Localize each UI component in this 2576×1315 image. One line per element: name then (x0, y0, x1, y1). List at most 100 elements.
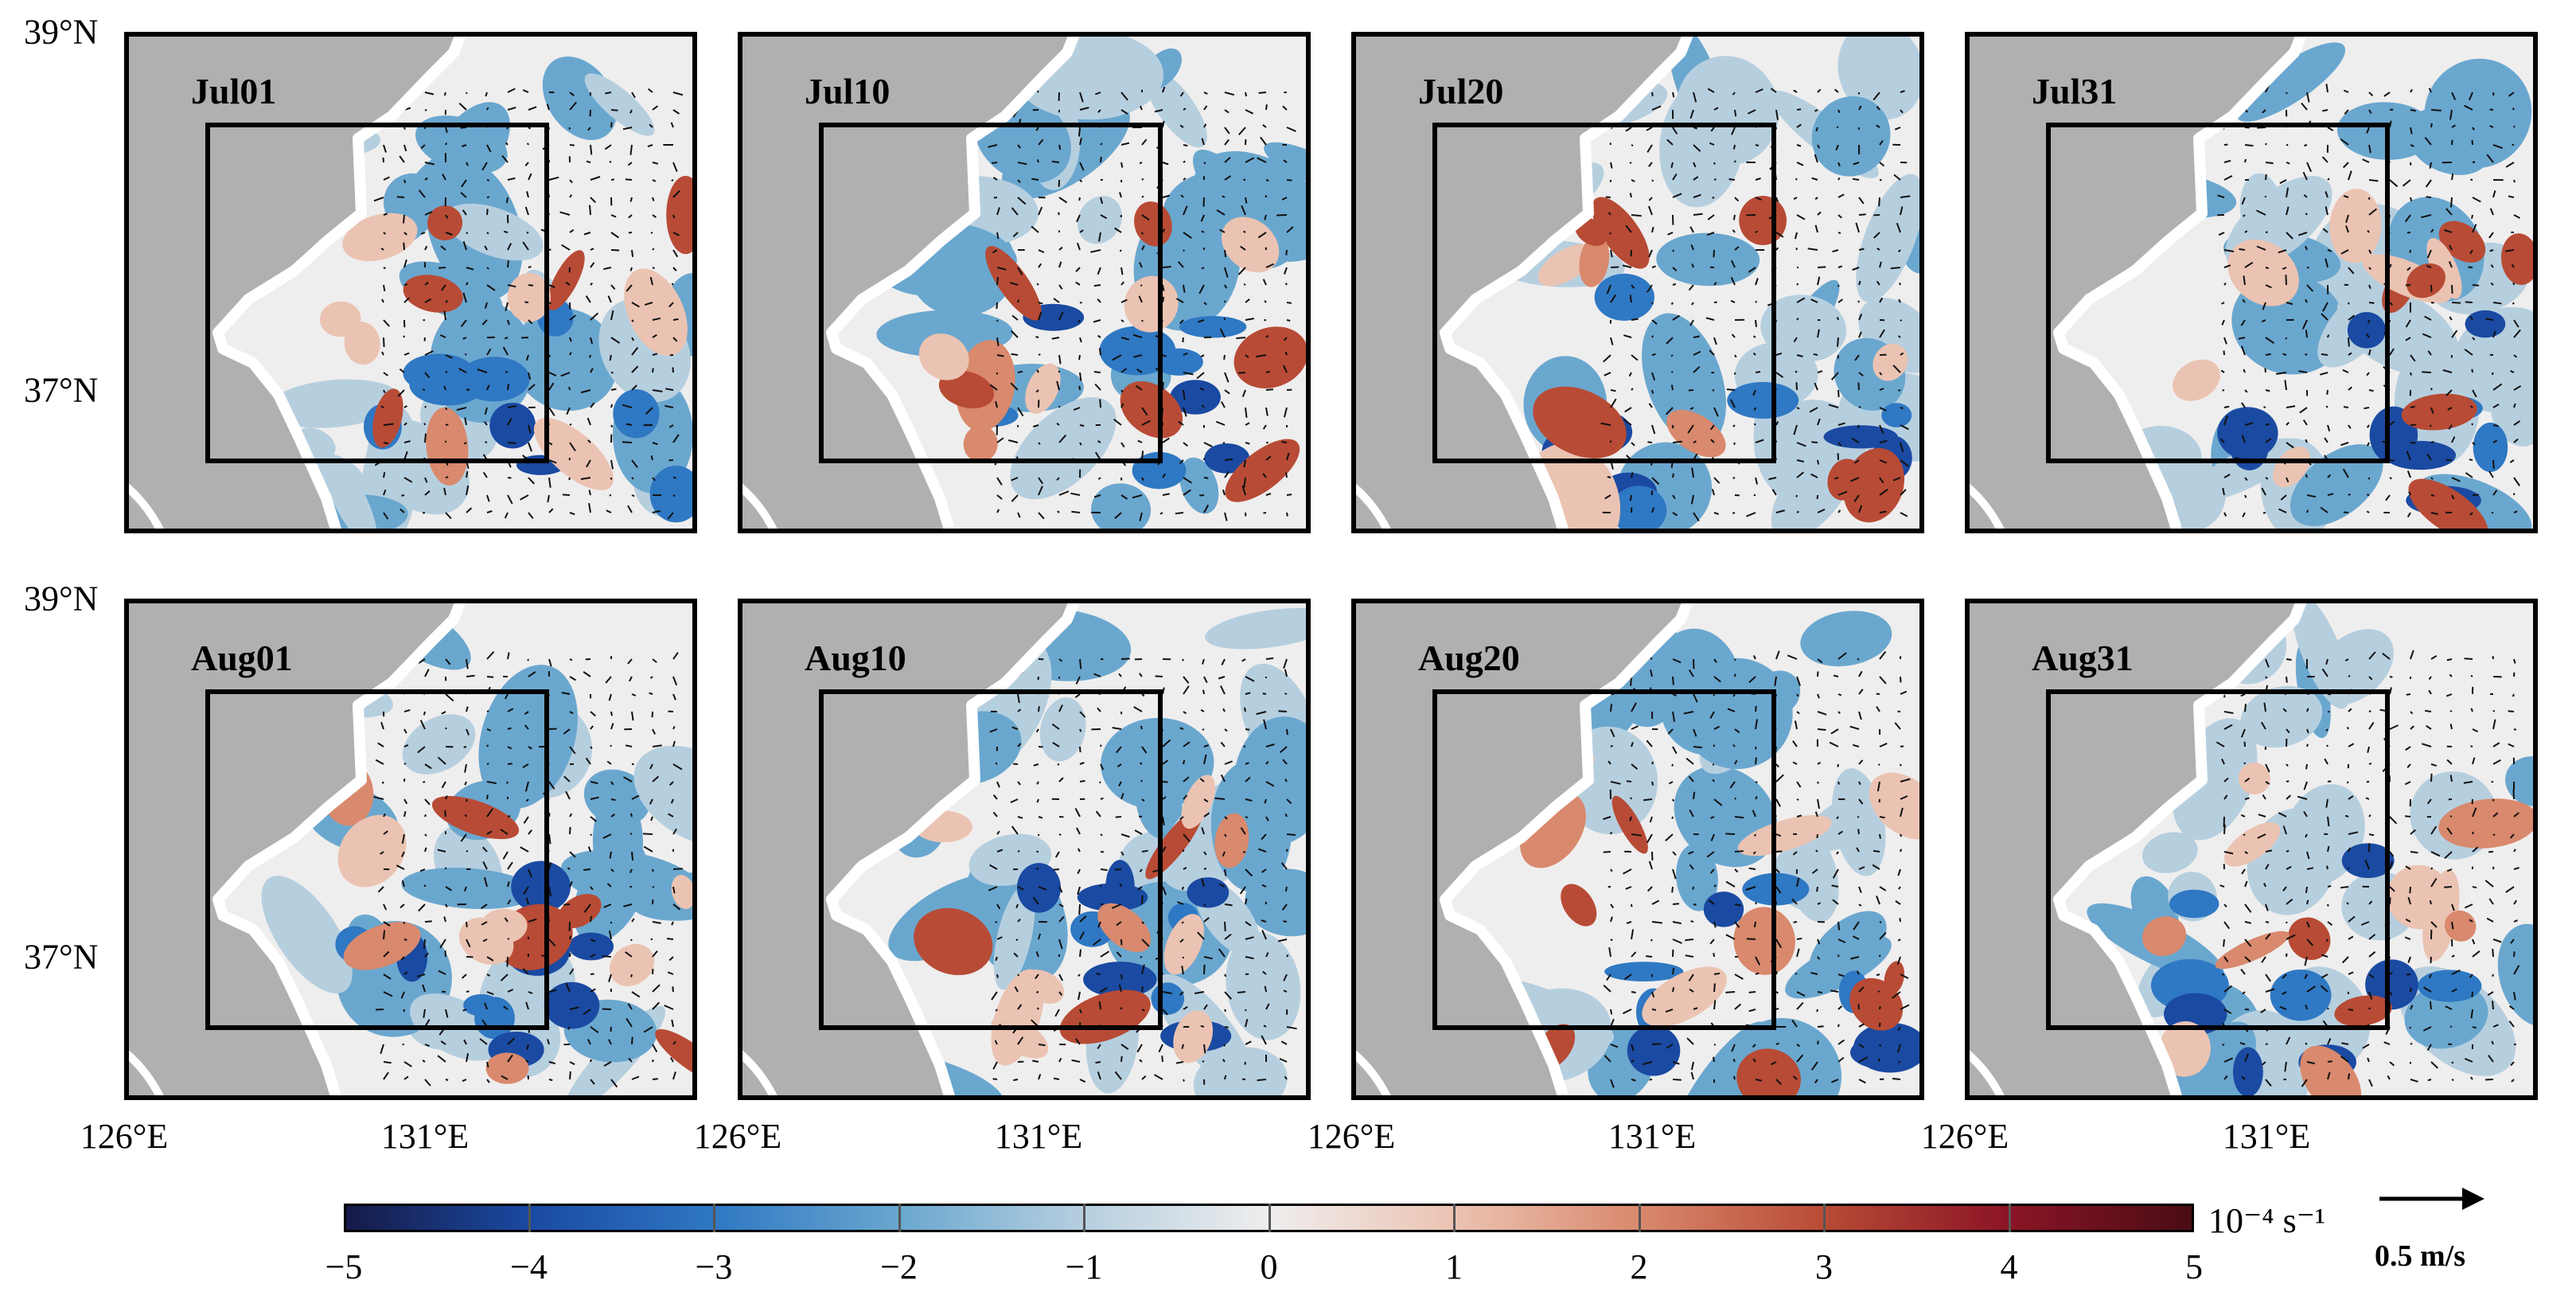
negative-vorticity-core (544, 981, 600, 1029)
colorbar-tick-label: 5 (2185, 1247, 2203, 1286)
panel-date-label: Aug01 (191, 638, 293, 678)
positive-vorticity-patch (480, 908, 528, 944)
negative-vorticity-core (1187, 877, 1230, 908)
longitude-label: 126°E (693, 1117, 782, 1156)
positive-vorticity-patch (1849, 977, 1904, 1031)
negative-vorticity-patch (993, 884, 1035, 990)
positive-vorticity-patch (403, 275, 463, 313)
negative-vorticity-patch (1675, 56, 1779, 166)
positive-vorticity-patch (343, 922, 421, 970)
negative-vorticity-patch (2141, 832, 2198, 873)
negative-vorticity-patch (2505, 756, 2533, 807)
negative-vorticity-patch (261, 876, 353, 994)
negative-vorticity-core (1179, 315, 1247, 338)
longitude-label: 131°E (380, 1117, 470, 1156)
positive-vorticity-patch (431, 795, 520, 840)
panel-date-label: Jul20 (1418, 71, 1504, 111)
positive-vorticity-patch (1173, 1010, 1214, 1063)
longitude-label: 131°E (1608, 1117, 1697, 1156)
colorbar-tick-label: −5 (325, 1247, 363, 1286)
negative-vorticity-core (2473, 422, 2508, 472)
negative-vorticity-core (1099, 326, 1176, 376)
colorbar-tick (1453, 1204, 1456, 1232)
negative-vorticity-patch (1179, 457, 1219, 514)
negative-vorticity-core (511, 860, 571, 913)
map-panel: Aug31 (1965, 599, 2538, 1100)
positive-vorticity-patch (1181, 775, 1215, 829)
positive-vorticity-patch (655, 1028, 692, 1083)
positive-vorticity-patch (2273, 446, 2310, 488)
study-region-box (2046, 123, 2390, 463)
land-mask (742, 603, 1080, 1095)
negative-vorticity-core (2169, 889, 2219, 919)
negative-vorticity-core (2384, 440, 2457, 470)
panel-date-label: Aug20 (1418, 638, 1520, 678)
negative-vorticity-core (1853, 1022, 1919, 1073)
latitude-label: 37°N (24, 937, 99, 977)
negative-vorticity-patch (512, 308, 618, 412)
positive-vorticity-patch (426, 407, 469, 486)
map-panel: Jul31 (1965, 32, 2538, 533)
study-region-box (2046, 689, 2390, 1030)
land-mask (1970, 603, 2307, 1095)
panel-date-label: Aug31 (2032, 638, 2134, 678)
negative-vorticity-patch (402, 714, 476, 775)
panel-date-label: Jul31 (2032, 71, 2118, 111)
negative-vorticity-patch (1039, 697, 1086, 762)
land-mask (1356, 483, 1391, 529)
positive-vorticity-patch (320, 301, 361, 338)
negative-vorticity-patch (1192, 150, 1266, 231)
negative-vorticity-core (1016, 863, 1061, 913)
colorbar-tick (1823, 1204, 1826, 1232)
vorticity-field (742, 603, 1306, 1095)
land-mask (1356, 1050, 1391, 1095)
negative-vorticity-core (2232, 1047, 2263, 1095)
longitude-label: 126°E (1920, 1117, 2009, 1156)
positive-vorticity-patch (2238, 762, 2270, 795)
colorbar-tick-label: −4 (510, 1247, 548, 1286)
colorbar-tick-label: 3 (1815, 1247, 1833, 1286)
vorticity-field (1970, 37, 2533, 529)
negative-vorticity-patch (1675, 1021, 1767, 1095)
latitude-label: 39°N (24, 12, 99, 52)
negative-vorticity-patch (445, 203, 544, 261)
positive-vorticity-patch (2223, 822, 2281, 867)
colorbar-tick (528, 1204, 531, 1232)
positive-vorticity-patch (918, 333, 969, 380)
land-mask (129, 37, 466, 529)
positive-vorticity-patch (2444, 910, 2477, 942)
positive-vorticity-patch (1736, 1048, 1801, 1095)
positive-vorticity-patch (2300, 1045, 2362, 1095)
negative-vorticity-patch (1800, 611, 1892, 667)
negative-vorticity-core (403, 353, 475, 393)
positive-vorticity-patch (1592, 197, 1650, 269)
negative-vorticity-patch (1205, 607, 1306, 650)
negative-vorticity-core (2465, 310, 2506, 338)
positive-vorticity-patch (507, 272, 551, 322)
negative-vorticity-patch (584, 73, 655, 136)
negative-vorticity-patch (2188, 438, 2301, 502)
positive-vorticity-patch (1733, 907, 1795, 975)
land-mask (129, 603, 466, 1095)
colorbar-unit: 10⁻⁴ s⁻¹ (2208, 1201, 2326, 1240)
colorbar-tick (898, 1204, 901, 1232)
vorticity-field (742, 37, 1306, 529)
positive-vorticity-patch (1163, 914, 1204, 975)
negative-vorticity-core (1604, 962, 1684, 982)
positive-vorticity-patch (2500, 233, 2533, 285)
negative-vorticity-patch (1010, 396, 1117, 500)
panel-date-label: Aug10 (805, 638, 906, 678)
negative-vorticity-core (489, 402, 536, 449)
positive-vorticity-patch (2173, 359, 2220, 401)
positive-vorticity-patch (2329, 189, 2382, 263)
negative-vorticity-patch (2240, 685, 2323, 748)
negative-vorticity-core (2418, 970, 2482, 1002)
positive-vorticity-patch (1737, 814, 1832, 857)
colorbar-tick-label: 1 (1445, 1247, 1463, 1286)
land-mask (742, 1050, 777, 1095)
negative-vorticity-patch (633, 746, 692, 848)
positive-vorticity-patch (1124, 275, 1179, 333)
map-panel: Jul10 (738, 32, 1311, 533)
negative-vorticity-patch (1676, 843, 1718, 911)
study-region-box (205, 123, 549, 463)
